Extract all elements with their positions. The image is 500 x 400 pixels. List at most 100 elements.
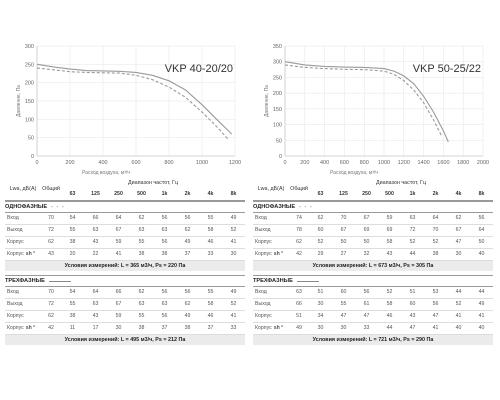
- x-tick-label: 1600: [437, 160, 449, 166]
- row-value: 55: [138, 239, 145, 245]
- row-value: 64: [478, 227, 485, 233]
- row-value: 56: [161, 289, 168, 295]
- row-value: 63: [92, 227, 99, 233]
- row-value: 55: [69, 227, 76, 233]
- row-value: 55: [138, 313, 145, 319]
- panel-vkp-50-25-22: 0 50 100 150 200 250 300 350 0 200 400 600 800 1000 12…: [253, 0, 493, 400]
- total-header: Общий: [290, 186, 308, 192]
- row-value: 40: [478, 251, 485, 257]
- table-row: Корпус sh ² 49 30 30 33 44 47 41 40 40: [253, 323, 493, 335]
- table-row: Вход 63 51 60 56 52 51 53 44 44: [253, 287, 493, 299]
- table-row: Корпус 62 52 50 50 58 52 52 47 50: [253, 237, 493, 249]
- row-value: 38: [138, 325, 145, 331]
- row-value: 38: [184, 325, 191, 331]
- x-tick-label: 800: [164, 160, 173, 166]
- row-value: 56: [432, 301, 439, 307]
- row-value: 52: [386, 289, 393, 295]
- section-title: ТРЕХФАЗНЫЕ: [253, 275, 493, 287]
- x-tick-label: 1800: [457, 160, 469, 166]
- dashed-marker: - - -: [51, 204, 65, 210]
- row-value: 38: [161, 251, 168, 257]
- row-value: 37: [184, 251, 191, 257]
- row-value: 30: [340, 325, 347, 331]
- y-tick-label: 100: [25, 117, 34, 123]
- chart-title: VKP 50-25/22: [413, 63, 481, 75]
- table-header: Lwa, дБ(A) Общий Диапазон частот, Гц 63 125 2…: [5, 178, 245, 201]
- row-value: 59: [115, 239, 122, 245]
- table-row: Выход 66 30 55 61 58 60 56 52 49: [253, 299, 493, 311]
- section-title: ОДНОФАЗНЫЕ - - -: [5, 201, 245, 213]
- row-total: 72: [48, 227, 54, 233]
- range-header: Диапазон частот, Гц: [127, 180, 179, 186]
- row-value: 67: [363, 215, 370, 221]
- row-label-text: Корпус: [255, 251, 272, 257]
- y-tick-label: 300: [273, 60, 282, 66]
- row-label: Корпус sh ²: [253, 249, 289, 260]
- freq-header: 2k: [432, 191, 439, 197]
- y-tick-label: 0: [279, 154, 282, 160]
- table-row: Корпус sh ² 43 20 22 41 38 38 37 33 30: [5, 249, 245, 261]
- row-value: 41: [230, 313, 237, 319]
- y-tick-label: 150: [25, 99, 34, 105]
- row-value: 20: [69, 251, 76, 257]
- row-value: 30: [230, 251, 237, 257]
- x-tick-label: 0: [283, 160, 286, 166]
- row-value: 56: [161, 239, 168, 245]
- row-value: 67: [455, 227, 462, 233]
- total-header: Общий: [42, 186, 60, 192]
- row-value: 52: [317, 239, 324, 245]
- row-value: 63: [161, 227, 168, 233]
- x-tick-label: 400: [320, 160, 329, 166]
- row-label-text: Выход: [255, 301, 271, 307]
- row-label: Выход: [5, 225, 41, 236]
- row-label-text: Корпус: [255, 239, 272, 245]
- row-value: 55: [340, 301, 347, 307]
- chart-vkp-50-25-22: 0 50 100 150 200 250 300 350 0 200 400 600 800 1000 12…: [264, 44, 489, 176]
- row-value: 51: [409, 289, 416, 295]
- table-row: Вход 70 54 64 66 62 56 56 55 49: [5, 287, 245, 299]
- row-value: 50: [478, 239, 485, 245]
- x-tick-label: 1400: [417, 160, 429, 166]
- noise-table-vkp-40-20-20: Lwa, дБ(A) Общий Диапазон частот, Гц 63 125 2…: [5, 178, 245, 345]
- row-total: 72: [48, 301, 54, 307]
- row-label-text: Вход: [7, 215, 19, 221]
- freq-header: 63: [317, 191, 324, 197]
- row-value: 55: [207, 215, 214, 221]
- freq-header: 125: [91, 191, 100, 197]
- row-label-text: Выход: [255, 227, 271, 233]
- row-value: 49: [230, 215, 237, 221]
- row-value: 43: [92, 239, 99, 245]
- x-tick-label: 800: [360, 160, 369, 166]
- row-value: 56: [161, 313, 168, 319]
- row-label-sup: sh ²: [25, 251, 35, 257]
- noise-table-vkp-50-25-22: Lwa, дБ(A) Общий Диапазон частот, Гц 63 125 2…: [253, 178, 493, 345]
- row-value: 11: [69, 325, 76, 331]
- row-value: 58: [207, 301, 214, 307]
- row-value: 58: [386, 301, 393, 307]
- row-value: 47: [340, 313, 347, 319]
- row-label-text: Корпус: [7, 251, 24, 257]
- row-total: 49: [296, 325, 302, 331]
- row-value: 66: [92, 215, 99, 221]
- x-tick-label: 1000: [196, 160, 208, 166]
- row-value: 44: [478, 289, 485, 295]
- row-value: 38: [69, 313, 76, 319]
- y-tick-label: 0: [31, 154, 34, 160]
- row-total: 78: [296, 227, 302, 233]
- x-tick-label: 1200: [398, 160, 410, 166]
- row-value: 56: [161, 215, 168, 221]
- row-value: 38: [69, 239, 76, 245]
- row-value: 58: [386, 239, 393, 245]
- freq-header: 500: [137, 191, 146, 197]
- row-value: 47: [363, 313, 370, 319]
- row-value: 56: [184, 215, 191, 221]
- x-axis-label: Расход воздуха, м³/ч: [82, 170, 130, 176]
- row-label-text: Корпус: [7, 239, 24, 245]
- measurement-condition: Условия измерений: L = 495 м3/ч, Ps = 21…: [5, 335, 245, 345]
- y-tick-label: 50: [28, 136, 34, 142]
- table-row: Корпус 62 38 43 59 55 56 49 46 41: [5, 311, 245, 323]
- row-value: 70: [432, 227, 439, 233]
- row-value: 30: [317, 325, 324, 331]
- row-value: 52: [230, 301, 237, 307]
- row-value: 52: [432, 239, 439, 245]
